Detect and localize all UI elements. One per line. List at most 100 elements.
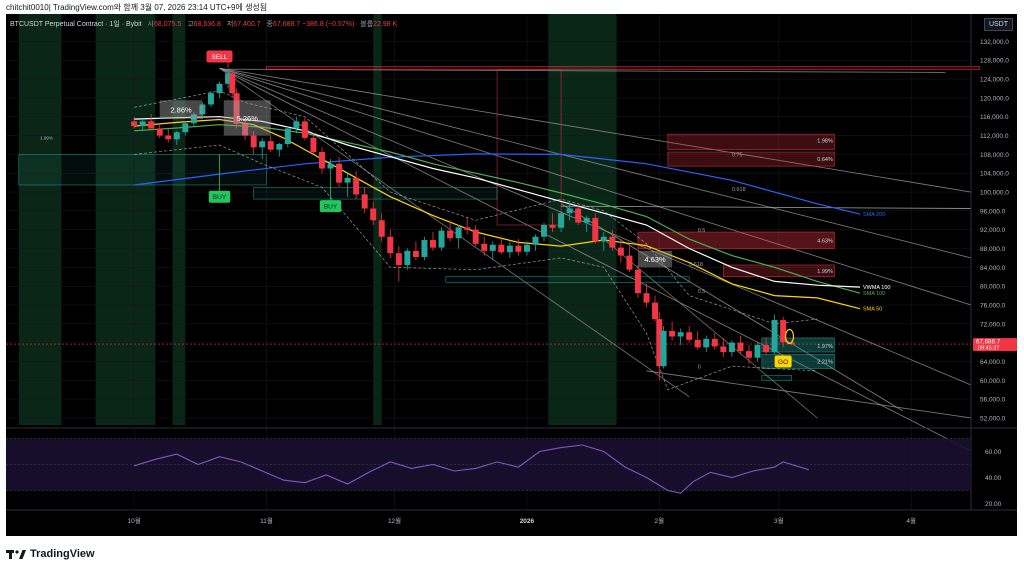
pct-box-label: 4.63% [644, 255, 666, 264]
candle-body [694, 339, 701, 348]
candle-body [771, 320, 778, 353]
open-label: 시 [147, 21, 154, 28]
ma-label: SMA 100 [863, 291, 885, 297]
candlesticks [131, 69, 795, 381]
fib-level-label: 0.5 [698, 228, 706, 234]
candle-body [190, 114, 197, 124]
candle-body [489, 244, 496, 251]
candle-body [182, 123, 189, 133]
chart-area[interactable]: SMA 200 SMA 100 SMA 50 VWMA 100 SELL BUY BUY G… [6, 14, 1017, 536]
price-tick-label: 88,000.0 [980, 246, 1006, 253]
candle-body [148, 121, 155, 129]
candle-body [318, 152, 325, 169]
currency-button[interactable]: USDT [983, 18, 1013, 31]
candle-body [541, 224, 547, 237]
zone-percent-label: 1.99% [817, 269, 833, 275]
candle-body [549, 224, 556, 228]
trend-line-10 [646, 370, 972, 419]
candle-body [754, 344, 761, 358]
candle-body [515, 245, 522, 252]
price-tick-label: 124,000.0 [980, 77, 1009, 84]
candle-body [558, 213, 565, 228]
candle-body [131, 121, 138, 127]
tradingview-brand: TradingView [30, 548, 95, 560]
trend-line-5 [219, 67, 972, 452]
zone-percent-label: 1.97% [817, 344, 833, 350]
time-axis[interactable]: 10월 11월 12월 2026 2월 3월 4월 [6, 509, 1017, 525]
candle-body [233, 93, 240, 124]
rsi-tick-label: 40.00 [985, 475, 1002, 482]
candle-body [310, 137, 317, 153]
buy-signal-label-1-bg [208, 190, 231, 203]
price-tick-label: 76,000.0 [980, 302, 1006, 309]
close-value: 67,688.7 [272, 21, 301, 28]
price-tick-label: 96,000.0 [980, 208, 1006, 215]
symbol-legend: BTCUSDT Perpetual Contract · 1일 · Bybit … [10, 19, 397, 29]
price-tick-label: 112,000.0 [980, 133, 1009, 140]
candle-body [378, 220, 385, 237]
zone-band-1 [95, 14, 156, 425]
envelope-line-1 [134, 144, 818, 391]
candle-body [677, 332, 684, 337]
candle-body [430, 240, 436, 248]
time-tick-label: 2026 [520, 518, 535, 525]
symbol-title: BTCUSDT Perpetual Contract · 1일 · Bybit [10, 21, 142, 28]
volume-value: 22.98 K [373, 21, 398, 28]
rsi-line [133, 444, 809, 494]
candle-body [455, 227, 462, 239]
candle-body [156, 128, 163, 136]
price-tick-label: 100,000.0 [980, 190, 1009, 197]
level-box-2 [667, 133, 835, 150]
current-price-countdown: 09:45:37 [978, 346, 999, 352]
rsi-tick-label: 60.00 [985, 449, 1002, 456]
candle-body [652, 302, 659, 320]
trend-line-3 [219, 67, 972, 306]
candle-body [703, 338, 710, 348]
level-box-1 [496, 69, 562, 226]
zone-percent-label: 4.63% [817, 239, 833, 245]
price-tick-label: 108,000.0 [980, 152, 1009, 159]
candle-body [370, 208, 377, 221]
zone-band-3 [373, 14, 382, 425]
candle-body [566, 208, 573, 214]
candle-body [327, 163, 334, 169]
candle-body [763, 344, 770, 353]
price-tick-label: 120,000.0 [980, 95, 1009, 102]
level-box-6 [18, 154, 267, 186]
ma-label: SMA 50 [863, 307, 882, 313]
candle-body [575, 208, 582, 223]
candle-body [711, 338, 718, 347]
price-tick-label: 80,000.0 [980, 284, 1006, 291]
pct-box-2 [637, 250, 673, 268]
price-tick-label: 104,000.0 [980, 171, 1009, 178]
candle-body [250, 135, 257, 148]
candle-body [634, 269, 641, 294]
volume-label: 볼륨 [360, 21, 374, 28]
candle-body [660, 330, 667, 367]
ma-label: VWMA 100 [863, 285, 891, 291]
price-tick-label: 52,000.0 [980, 415, 1006, 422]
go-signal-label-bg [774, 355, 792, 368]
candle-body [336, 163, 343, 183]
fib-level-label: 0 [698, 365, 701, 371]
candle-body [207, 93, 214, 105]
candle-body [617, 247, 624, 256]
price-tick-label: 72,000.0 [980, 321, 1006, 328]
level-box-3 [667, 151, 835, 167]
go-signal-label: GO [778, 359, 788, 366]
candle-body [656, 319, 663, 367]
pct-box-0 [159, 100, 203, 120]
candle-body [583, 217, 590, 223]
price-axis[interactable]: 132,000.0 128,000.0 124,000.0 120,000.0 116,… [970, 14, 1017, 510]
zone-band-0 [18, 14, 62, 425]
price-chart-svg[interactable]: SMA 200 SMA 100 SMA 50 VWMA 100 SELL BUY BUY G… [6, 14, 1017, 536]
candle-body [523, 244, 530, 252]
sell-signal-label-bg [206, 50, 233, 63]
current-price-label: 67,688.7 [976, 339, 1001, 346]
candle-body [438, 230, 445, 248]
price-tick-label: 64,000.0 [980, 359, 1006, 366]
chart-credit: chitchit0010| TradingView.com와 함께 3월 07,… [6, 3, 268, 12]
price-tick-label: 60,000.0 [980, 378, 1006, 385]
fib-level-label: 0.618 [732, 187, 746, 193]
close-label: 종 [266, 21, 273, 28]
